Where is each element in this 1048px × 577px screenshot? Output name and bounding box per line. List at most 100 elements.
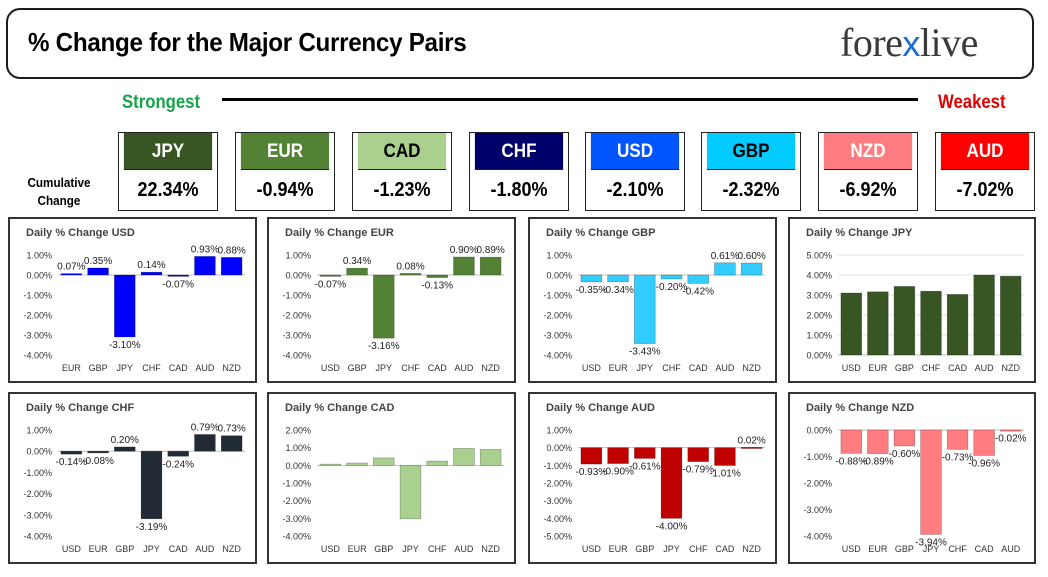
bar: [373, 274, 395, 339]
currency-cumulative-value: -6.92%: [839, 179, 897, 201]
currency-name: AUD: [940, 133, 1030, 170]
y-tick-label: -1.00%: [282, 479, 311, 489]
y-tick-label: -1.00%: [282, 291, 311, 301]
chart-title: Daily % Change GBP: [546, 227, 655, 239]
y-tick-label: -1.00%: [543, 291, 572, 301]
y-tick-label: -2.00%: [543, 311, 572, 321]
bar: [973, 274, 995, 356]
data-label: -0.61%: [629, 461, 661, 472]
bar: [867, 429, 889, 454]
y-tick-label: -4.00%: [543, 514, 572, 524]
y-tick-label: -2.00%: [803, 479, 832, 489]
chart-panel: Daily % Change CAD 2.00% 1.00% 0.00% -1.00% -…: [267, 392, 516, 564]
chart-panel: Daily % Change EUR 1.00% 0.00% -1.00% -2.00%…: [267, 217, 516, 383]
data-label: 0.88%: [217, 245, 245, 256]
x-tick-label: CHF: [662, 363, 681, 373]
x-tick-label: USD: [321, 363, 341, 373]
x-tick-label: USD: [62, 544, 82, 554]
x-tick-label: GBP: [895, 544, 914, 554]
y-tick-label: -4.00%: [543, 351, 572, 361]
x-tick-label: NZD: [222, 363, 241, 373]
bar: [399, 273, 422, 276]
x-tick-label: GBP: [374, 544, 393, 554]
x-tick-label: CHF: [401, 363, 420, 373]
bar: [973, 429, 995, 456]
bar: [634, 447, 656, 459]
y-tick-label: 1.00%: [546, 251, 572, 261]
currency-cumulative-value: -2.10%: [606, 179, 664, 201]
currency-box-cad: CAD -1.23%: [352, 132, 452, 211]
y-tick-label: 1.00%: [26, 426, 52, 436]
y-tick-label: -2.00%: [282, 311, 311, 321]
currency-box-gbp: GBP -2.32%: [701, 132, 801, 211]
data-label: -0.02%: [995, 434, 1027, 445]
currency-name: GBP: [706, 133, 796, 170]
bar: [840, 292, 862, 356]
data-label: -0.96%: [968, 458, 1000, 469]
x-tick-label: JPY: [402, 544, 419, 554]
x-tick-label: NZD: [481, 544, 500, 554]
x-tick-label: JPY: [117, 363, 134, 373]
bar: [453, 448, 475, 466]
x-tick-label: AUD: [195, 363, 215, 373]
bar: [893, 286, 916, 356]
data-label: -0.90%: [602, 467, 634, 478]
strongest-label: Strongest: [122, 92, 201, 113]
y-tick-label: -4.00%: [23, 351, 52, 361]
x-tick-label: JPY: [376, 363, 393, 373]
data-label: -0.07%: [315, 279, 347, 290]
bar: [740, 262, 763, 276]
y-tick-label: -3.00%: [282, 331, 311, 341]
chart-panel: Daily % Change CHF 1.00% 0.00% -1.00% -2.00%…: [8, 392, 257, 564]
x-tick-label: GBP: [348, 363, 367, 373]
y-tick-label: -3.00%: [543, 496, 572, 506]
x-tick-label: AUD: [195, 544, 215, 554]
bar: [607, 447, 629, 464]
data-label: 0.93%: [191, 244, 219, 255]
x-tick-label: GBP: [115, 544, 134, 554]
x-tick-label: EUR: [868, 544, 888, 554]
data-label: 0.61%: [711, 251, 739, 262]
bar: [867, 291, 889, 356]
chart-title: Daily % Change CAD: [285, 402, 394, 414]
y-tick-label: 0.00%: [26, 271, 52, 281]
bar: [660, 447, 683, 519]
bar: [1000, 275, 1022, 356]
bar: [634, 274, 656, 344]
page-title: % Change for the Major Currency Pairs: [28, 27, 467, 57]
x-tick-label: CHF: [922, 363, 941, 373]
bar: [714, 447, 736, 466]
currency-cumulative-value: -7.02%: [956, 179, 1014, 201]
chart-panel: Daily % Change AUD 1.00% 0.00% -1.00% -2.00%…: [528, 392, 777, 564]
bar: [114, 274, 136, 338]
bar: [687, 447, 709, 462]
data-label: -0.73%: [942, 452, 974, 463]
bar-chart: Daily % Change EUR 1.00% 0.00% -1.00% -2.00%…: [282, 227, 504, 373]
y-tick-label: 1.00%: [546, 426, 572, 436]
bar: [220, 435, 243, 452]
x-tick-label: JPY: [637, 363, 654, 373]
x-tick-label: EUR: [609, 363, 629, 373]
chart-panel: Daily % Change GBP 1.00% 0.00% -1.00% -2.00%…: [528, 217, 777, 383]
currency-cumulative-value: -0.94%: [256, 179, 314, 201]
y-tick-label: 2.00%: [806, 311, 832, 321]
bar: [399, 465, 422, 520]
y-tick-label: 2.00%: [285, 426, 311, 436]
y-tick-label: -2.00%: [282, 496, 311, 506]
x-tick-label: CAD: [428, 363, 448, 373]
bar-chart: Daily % Change NZD 0.00% -1.00% -2.00% -3.00…: [803, 402, 1027, 554]
x-tick-label: EUR: [89, 544, 109, 554]
x-tick-label: AUD: [1001, 544, 1021, 554]
data-label: 0.20%: [111, 435, 139, 446]
bar: [426, 274, 448, 278]
y-tick-label: -3.00%: [543, 331, 572, 341]
data-label: 0.14%: [137, 260, 165, 271]
bar: [167, 450, 189, 457]
data-label: -3.19%: [136, 522, 168, 533]
y-tick-label: 0.00%: [806, 426, 832, 436]
x-tick-label: CAD: [975, 544, 995, 554]
y-tick-label: -1.00%: [543, 461, 572, 471]
y-tick-label: -4.00%: [282, 532, 311, 542]
data-label: -3.43%: [629, 347, 661, 358]
x-tick-label: EUR: [609, 544, 629, 554]
